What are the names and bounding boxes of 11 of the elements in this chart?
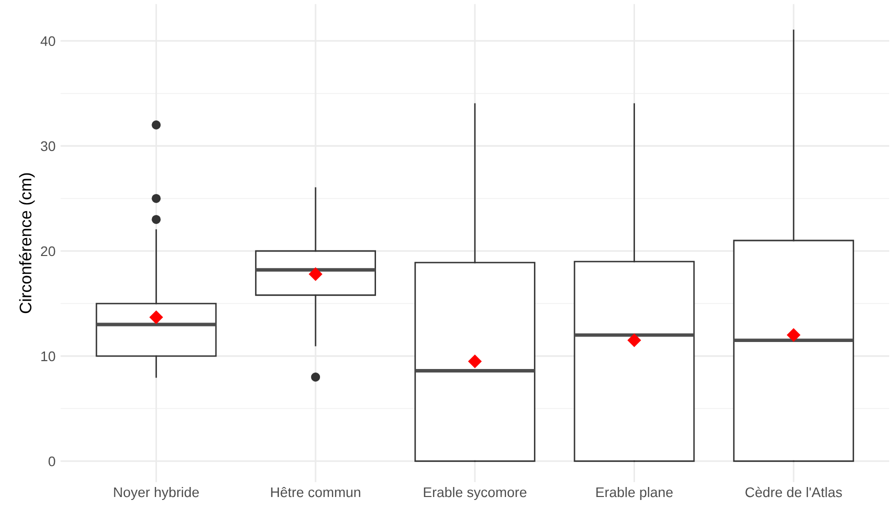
x-tick-label: Noyer hybride [114,486,199,500]
y-tick-label: 10 [41,351,56,362]
x-tick-label: Cèdre de l'Atlas [746,486,842,498]
x-tick-label: Hêtre commun [271,486,360,498]
y-tick-label: 40 [40,36,56,46]
x-tick-label: Erable plane [596,486,673,500]
x-tick-label: Erable sycomore [424,486,526,500]
y-tick-label: 0 [48,456,56,466]
y-tick-label: 20 [40,246,56,256]
y-axis-title: Circonférence (cm) [18,173,35,314]
y-tick-label: 30 [40,141,56,152]
